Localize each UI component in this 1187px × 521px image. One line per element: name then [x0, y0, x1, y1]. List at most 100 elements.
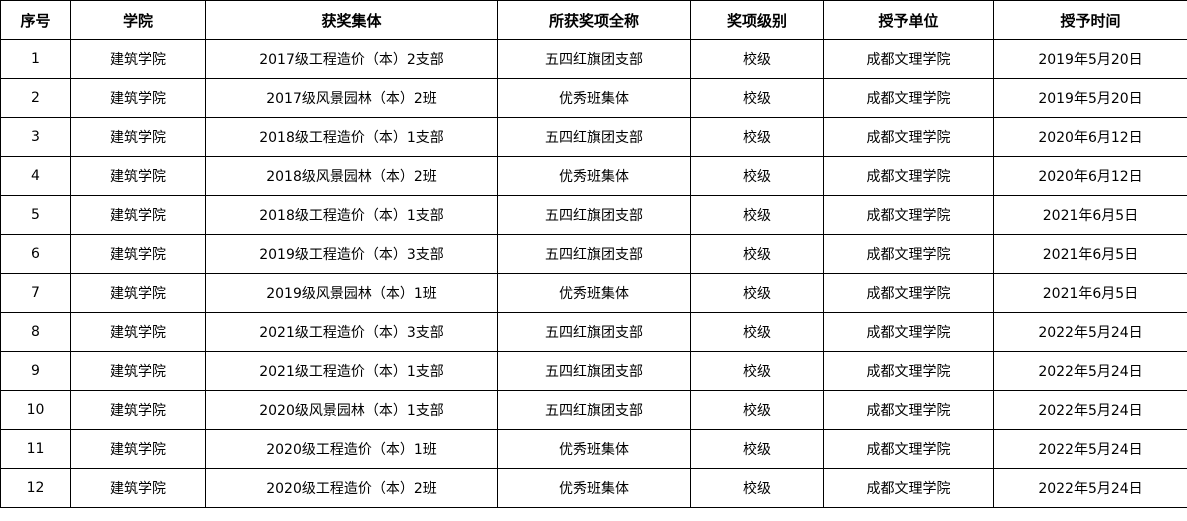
table-cell: 3 — [0, 117, 71, 157]
table-cell: 成都文理学院 — [823, 390, 994, 430]
table-cell: 2021年6月5日 — [993, 195, 1187, 235]
table-cell: 校级 — [690, 195, 824, 235]
header-cell: 序号 — [0, 0, 71, 40]
table-cell: 2020级工程造价（本）2班 — [205, 468, 498, 508]
table-cell: 2020级工程造价（本）1班 — [205, 429, 498, 469]
table-cell: 建筑学院 — [70, 273, 206, 313]
table-row: 5 建筑学院 2018级工程造价（本）1支部 五四红旗团支部 校级 成都文理学院 2021年… — [0, 195, 1187, 235]
table-cell: 建筑学院 — [70, 234, 206, 274]
table-cell: 2021级工程造价（本）1支部 — [205, 351, 498, 391]
table-row: 4 建筑学院 2018级风景园林（本）2班 优秀班集体 校级 成都文理学院 2020年6月1… — [0, 156, 1187, 196]
header-row: 序号 学院 获奖集体 所获奖项全称 奖项级别 授予单位 授予时间 — [0, 0, 1187, 40]
table-cell: 五四红旗团支部 — [497, 312, 691, 352]
table-cell: 4 — [0, 156, 71, 196]
table-cell: 2022年5月24日 — [993, 312, 1187, 352]
table-cell: 校级 — [690, 234, 824, 274]
table-cell: 2019级风景园林（本）1班 — [205, 273, 498, 313]
table-cell: 五四红旗团支部 — [497, 195, 691, 235]
table-row: 6 建筑学院 2019级工程造价（本）3支部 五四红旗团支部 校级 成都文理学院 2021年… — [0, 234, 1187, 274]
table-cell: 2 — [0, 78, 71, 118]
awards-table: 序号 学院 获奖集体 所获奖项全称 奖项级别 授予单位 授予时间 1 建筑学院 2017级工程造… — [0, 0, 1187, 508]
table-cell: 校级 — [690, 156, 824, 196]
table-cell: 8 — [0, 312, 71, 352]
table-cell: 建筑学院 — [70, 39, 206, 79]
table-cell: 成都文理学院 — [823, 273, 994, 313]
table-cell: 建筑学院 — [70, 390, 206, 430]
table-cell: 2018级工程造价（本）1支部 — [205, 117, 498, 157]
table-cell: 5 — [0, 195, 71, 235]
table-cell: 6 — [0, 234, 71, 274]
table-row: 12 建筑学院 2020级工程造价（本）2班 优秀班集体 校级 成都文理学院 2022年5月… — [0, 468, 1187, 508]
table-cell: 五四红旗团支部 — [497, 39, 691, 79]
table-cell: 建筑学院 — [70, 468, 206, 508]
table-cell: 2017级风景园林（本）2班 — [205, 78, 498, 118]
table-cell: 优秀班集体 — [497, 273, 691, 313]
table-cell: 五四红旗团支部 — [497, 390, 691, 430]
table-cell: 建筑学院 — [70, 78, 206, 118]
table-cell: 优秀班集体 — [497, 468, 691, 508]
table-cell: 2022年5月24日 — [993, 390, 1187, 430]
table-body: 1 建筑学院 2017级工程造价（本）2支部 五四红旗团支部 校级 成都文理学院 2019年… — [0, 39, 1187, 508]
header-cell: 学院 — [70, 0, 206, 40]
header-cell: 所获奖项全称 — [497, 0, 691, 40]
table-cell: 2017级工程造价（本）2支部 — [205, 39, 498, 79]
table-cell: 11 — [0, 429, 71, 469]
table-cell: 校级 — [690, 429, 824, 469]
table-cell: 2018级工程造价（本）1支部 — [205, 195, 498, 235]
table-cell: 建筑学院 — [70, 117, 206, 157]
table-cell: 2020年6月12日 — [993, 156, 1187, 196]
table-row: 2 建筑学院 2017级风景园林（本）2班 优秀班集体 校级 成都文理学院 2019年5月2… — [0, 78, 1187, 118]
table-row: 1 建筑学院 2017级工程造价（本）2支部 五四红旗团支部 校级 成都文理学院 2019年… — [0, 39, 1187, 79]
table-cell: 建筑学院 — [70, 351, 206, 391]
table-cell: 成都文理学院 — [823, 429, 994, 469]
table-cell: 2019年5月20日 — [993, 78, 1187, 118]
table-row: 8 建筑学院 2021级工程造价（本）3支部 五四红旗团支部 校级 成都文理学院 2022年… — [0, 312, 1187, 352]
table-cell: 9 — [0, 351, 71, 391]
header-cell: 奖项级别 — [690, 0, 824, 40]
table-cell: 建筑学院 — [70, 156, 206, 196]
table-cell: 12 — [0, 468, 71, 508]
table-cell: 10 — [0, 390, 71, 430]
header-cell: 获奖集体 — [205, 0, 498, 40]
table-cell: 2022年5月24日 — [993, 429, 1187, 469]
table-cell: 校级 — [690, 39, 824, 79]
table-row: 3 建筑学院 2018级工程造价（本）1支部 五四红旗团支部 校级 成都文理学院 2020年… — [0, 117, 1187, 157]
table-cell: 优秀班集体 — [497, 78, 691, 118]
table-cell: 校级 — [690, 78, 824, 118]
table-row: 7 建筑学院 2019级风景园林（本）1班 优秀班集体 校级 成都文理学院 2021年6月5… — [0, 273, 1187, 313]
table-cell: 建筑学院 — [70, 195, 206, 235]
header-cell: 授予时间 — [993, 0, 1187, 40]
table-cell: 2019年5月20日 — [993, 39, 1187, 79]
table-cell: 建筑学院 — [70, 312, 206, 352]
table-cell: 1 — [0, 39, 71, 79]
table-cell: 优秀班集体 — [497, 156, 691, 196]
table-row: 11 建筑学院 2020级工程造价（本）1班 优秀班集体 校级 成都文理学院 2022年5月… — [0, 429, 1187, 469]
table-cell: 2021年6月5日 — [993, 273, 1187, 313]
table-cell: 2020年6月12日 — [993, 117, 1187, 157]
table-cell: 校级 — [690, 117, 824, 157]
table-cell: 建筑学院 — [70, 429, 206, 469]
table-cell: 2022年5月24日 — [993, 468, 1187, 508]
table-cell: 2020级风景园林（本）1支部 — [205, 390, 498, 430]
table-cell: 成都文理学院 — [823, 312, 994, 352]
table-cell: 成都文理学院 — [823, 39, 994, 79]
table-cell: 2022年5月24日 — [993, 351, 1187, 391]
table-cell: 2019级工程造价（本）3支部 — [205, 234, 498, 274]
table-cell: 成都文理学院 — [823, 234, 994, 274]
table-cell: 五四红旗团支部 — [497, 117, 691, 157]
table-cell: 成都文理学院 — [823, 468, 994, 508]
table-cell: 校级 — [690, 312, 824, 352]
table-cell: 五四红旗团支部 — [497, 351, 691, 391]
table-cell: 2021年6月5日 — [993, 234, 1187, 274]
table-cell: 2021级工程造价（本）3支部 — [205, 312, 498, 352]
table-row: 10 建筑学院 2020级风景园林（本）1支部 五四红旗团支部 校级 成都文理学院 2022… — [0, 390, 1187, 430]
table-cell: 优秀班集体 — [497, 429, 691, 469]
table-cell: 校级 — [690, 351, 824, 391]
table-cell: 7 — [0, 273, 71, 313]
table-cell: 成都文理学院 — [823, 156, 994, 196]
table-cell: 成都文理学院 — [823, 195, 994, 235]
table-cell: 校级 — [690, 390, 824, 430]
header-cell: 授予单位 — [823, 0, 994, 40]
table-cell: 成都文理学院 — [823, 78, 994, 118]
